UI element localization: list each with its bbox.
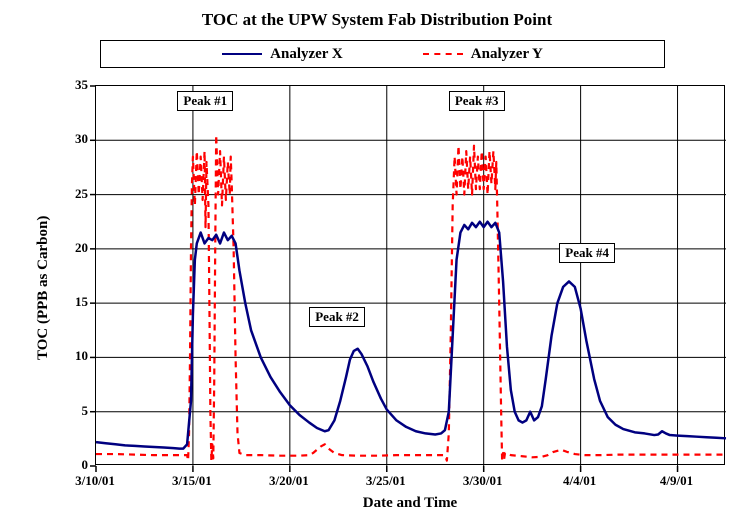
legend-swatch-analyzer-y [423,53,463,55]
y-tick-label: 10 [60,348,88,364]
x-tick-label: 4/4/01 [552,473,608,489]
legend-swatch-analyzer-x [222,53,262,55]
y-tick-label: 5 [60,403,88,419]
y-tick-label: 20 [60,240,88,256]
y-tick-label: 15 [60,294,88,310]
chart-title: TOC at the UPW System Fab Distribution P… [0,10,754,30]
legend-label-analyzer-y: Analyzer Y [471,46,543,63]
x-tick-label: 4/9/01 [649,473,705,489]
y-tick-label: 0 [60,457,88,473]
peak-annotation: Peak #1 [177,91,233,111]
y-tick-label: 30 [60,131,88,147]
legend-item-analyzer-x: Analyzer X [222,46,343,63]
legend-item-analyzer-y: Analyzer Y [423,46,543,63]
x-tick-label: 3/20/01 [261,473,317,489]
peak-annotation: Peak #3 [449,91,505,111]
peak-annotation: Peak #2 [309,307,365,327]
x-axis-label: Date and Time [95,495,725,512]
x-tick-label: 3/10/01 [67,473,123,489]
x-tick-label: 3/15/01 [164,473,220,489]
plot-area [95,85,725,465]
legend: Analyzer X Analyzer Y [100,40,665,68]
y-axis-label: TOC (PPB as Carbon) [35,216,52,360]
plot-svg [96,86,726,466]
y-tick-label: 35 [60,77,88,93]
x-tick-label: 3/25/01 [358,473,414,489]
chart-container: TOC at the UPW System Fab Distribution P… [0,0,754,525]
legend-label-analyzer-x: Analyzer X [270,46,343,63]
y-tick-label: 25 [60,186,88,202]
x-tick-label: 3/30/01 [455,473,511,489]
peak-annotation: Peak #4 [559,243,615,263]
